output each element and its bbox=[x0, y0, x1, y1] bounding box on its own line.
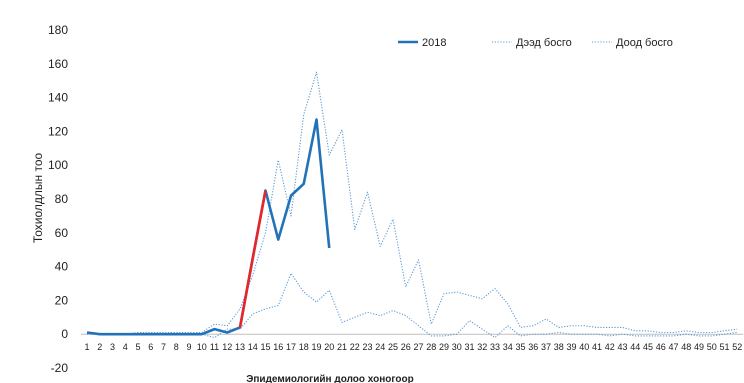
x-tick-label: 50 bbox=[707, 342, 717, 352]
y-tick-label: 80 bbox=[55, 192, 69, 206]
series-layer bbox=[86, 71, 738, 339]
x-tick-label: 4 bbox=[123, 342, 128, 352]
x-tick-label: 2 bbox=[97, 342, 102, 352]
y-tick-label: 20 bbox=[55, 293, 69, 307]
x-tick-label: 49 bbox=[694, 342, 704, 352]
x-tick-label: 25 bbox=[388, 342, 398, 352]
series-line-lower bbox=[87, 272, 738, 339]
x-tick-label: 37 bbox=[541, 342, 551, 352]
y-tick-label: 180 bbox=[48, 23, 68, 37]
x-tick-label: 6 bbox=[148, 342, 153, 352]
x-tick-label: 46 bbox=[656, 342, 666, 352]
x-axis-title: Эпидемиологийн долоо хоногоор bbox=[246, 374, 413, 383]
x-tick-label: 27 bbox=[413, 342, 423, 352]
x-tick-label: 11 bbox=[210, 342, 219, 352]
x-tick-label: 13 bbox=[235, 342, 245, 352]
legend-label: Доод босго bbox=[616, 37, 673, 49]
x-tick-label: 31 bbox=[464, 342, 474, 352]
x-tick-label: 23 bbox=[362, 342, 372, 352]
x-tick-label: 43 bbox=[617, 342, 627, 352]
x-tick-label: 7 bbox=[161, 342, 166, 352]
x-tick-label: 33 bbox=[490, 342, 500, 352]
x-tick-label: 30 bbox=[452, 342, 462, 352]
x-tick-label: 10 bbox=[197, 342, 207, 352]
x-tick-label: 22 bbox=[350, 342, 360, 352]
x-tick-label: 21 bbox=[337, 342, 347, 352]
x-tick-label: 35 bbox=[515, 342, 525, 352]
x-tick-label: 38 bbox=[554, 342, 564, 352]
x-tick-label: 29 bbox=[439, 342, 449, 352]
y-tick-label: 160 bbox=[48, 57, 68, 71]
x-tick-label: 8 bbox=[174, 342, 179, 352]
highlight-segment bbox=[238, 190, 267, 328]
y-tick-label: 120 bbox=[48, 124, 68, 138]
x-tick-label: 36 bbox=[528, 342, 538, 352]
y-axis-ticks: -20 0 20 40 60 80 100 120 140 160 180 bbox=[48, 23, 68, 375]
legend-label: Дээд босго bbox=[516, 37, 572, 49]
x-tick-label: 24 bbox=[375, 342, 385, 352]
y-tick-label: 100 bbox=[48, 158, 68, 172]
x-tick-label: 17 bbox=[286, 342, 296, 352]
x-tick-label: 3 bbox=[110, 342, 115, 352]
x-tick-label: 39 bbox=[566, 342, 576, 352]
x-tick-label: 14 bbox=[248, 342, 258, 352]
x-tick-label: 28 bbox=[426, 342, 436, 352]
x-tick-label: 48 bbox=[681, 342, 691, 352]
x-tick-label: 44 bbox=[630, 342, 640, 352]
x-tick-label: 42 bbox=[605, 342, 615, 352]
x-tick-label: 19 bbox=[311, 342, 321, 352]
x-tick-label: 34 bbox=[503, 342, 513, 352]
x-tick-label: 26 bbox=[401, 342, 411, 352]
y-tick-label: 40 bbox=[55, 260, 69, 274]
y-tick-label: 140 bbox=[48, 91, 68, 105]
y-tick-label: 60 bbox=[55, 226, 69, 240]
x-tick-label: 32 bbox=[477, 342, 487, 352]
x-tick-label: 9 bbox=[186, 342, 191, 352]
legend: 2018 Дээд босго Доод босго bbox=[398, 37, 673, 49]
x-tick-label: 52 bbox=[732, 342, 742, 352]
x-tick-label: 16 bbox=[273, 342, 283, 352]
x-tick-label: 45 bbox=[643, 342, 653, 352]
x-tick-label: 20 bbox=[324, 342, 334, 352]
y-tick-label: -20 bbox=[51, 361, 69, 375]
x-axis-ticks: 1 2 3 4 5 6 7 8 9 10 11 12 13 14 15 16 17 18 19 20 21 22 23 24 2… bbox=[84, 342, 742, 352]
x-tick-label: 15 bbox=[260, 342, 270, 352]
legend-label: 2018 bbox=[422, 37, 446, 49]
series-line-current bbox=[86, 118, 331, 336]
x-tick-label: 40 bbox=[579, 342, 589, 352]
y-tick-label: 0 bbox=[61, 327, 68, 341]
x-tick-label: 47 bbox=[668, 342, 678, 352]
x-tick-label: 5 bbox=[135, 342, 140, 352]
x-tick-label: 1 bbox=[84, 342, 89, 352]
series-line-upper bbox=[86, 71, 738, 335]
x-tick-label: 51 bbox=[719, 342, 729, 352]
x-tick-label: 41 bbox=[592, 342, 602, 352]
x-tick-label: 18 bbox=[299, 342, 309, 352]
x-tick-label: 12 bbox=[222, 342, 232, 352]
y-axis-title: Тохиолдлын тоо bbox=[31, 153, 45, 244]
